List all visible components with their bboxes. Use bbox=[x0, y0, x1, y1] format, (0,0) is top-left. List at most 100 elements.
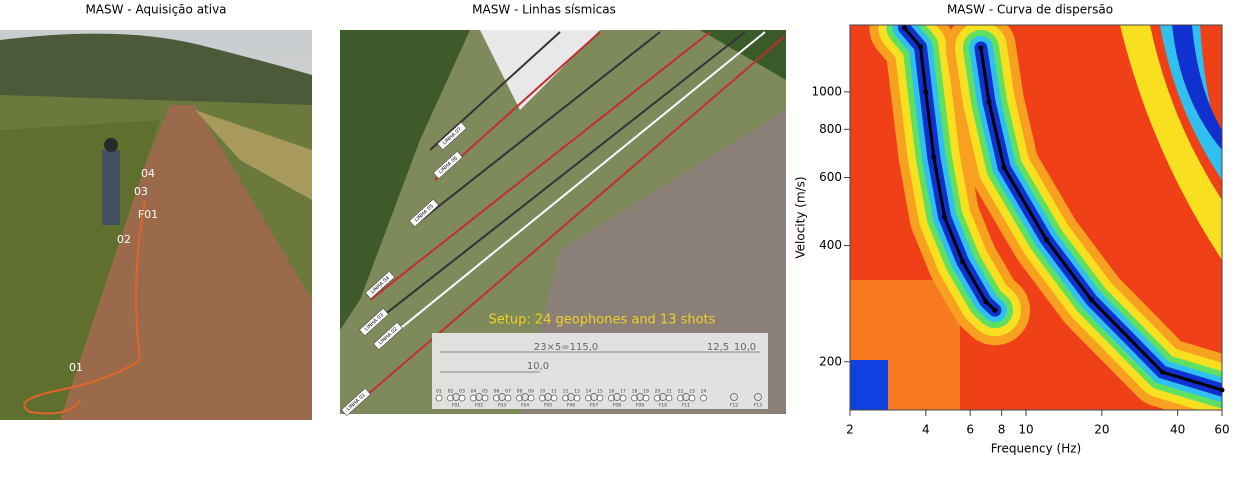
photo-label: 01 bbox=[69, 361, 83, 374]
geophone bbox=[573, 394, 581, 402]
geophone bbox=[516, 394, 523, 402]
geophone-label: 10 bbox=[540, 389, 546, 395]
contour-image bbox=[850, 25, 1222, 410]
curve-point bbox=[1159, 369, 1165, 375]
shot-label: F01 bbox=[452, 403, 460, 409]
geophone-label: 20 bbox=[655, 389, 661, 395]
setup-caption: Setup: 24 geophones and 13 shots bbox=[489, 313, 716, 328]
y-tick-label: 200 bbox=[819, 354, 842, 368]
label-box bbox=[433, 150, 463, 180]
label-box bbox=[437, 121, 467, 151]
curve-point bbox=[901, 25, 907, 31]
shot-label: F10 bbox=[659, 403, 667, 409]
geophone-label: 12 bbox=[563, 389, 569, 395]
curve-point bbox=[942, 214, 948, 220]
geophone-label: 22 bbox=[678, 389, 684, 395]
shot bbox=[613, 393, 621, 401]
photo-label: F01 bbox=[138, 208, 158, 221]
geophone bbox=[470, 394, 477, 402]
shot-label: F05 bbox=[544, 403, 552, 409]
geophone-label: 15 bbox=[597, 389, 603, 395]
geophone-label: 06 bbox=[494, 389, 500, 395]
x-tick-label: 2 bbox=[846, 423, 854, 437]
photo bbox=[0, 30, 312, 420]
dispersion-curve bbox=[903, 26, 997, 312]
curve-point bbox=[923, 89, 929, 95]
shot-label: F03 bbox=[498, 403, 506, 409]
shot-label: F02 bbox=[475, 403, 483, 409]
shot bbox=[452, 393, 460, 401]
shot bbox=[682, 393, 690, 401]
label-box bbox=[365, 270, 395, 300]
curve-point bbox=[1001, 165, 1007, 171]
curve-point bbox=[992, 307, 998, 313]
geophone-label: 02 bbox=[448, 389, 454, 395]
geophone bbox=[493, 394, 500, 402]
shot-label: F08 bbox=[613, 403, 621, 409]
geophone bbox=[527, 394, 535, 402]
curve-point bbox=[978, 45, 984, 51]
panel-title: MASW - Linhas sísmicas bbox=[472, 3, 616, 17]
geophone bbox=[631, 394, 638, 402]
x-tick-label: 20 bbox=[1094, 423, 1109, 437]
curve-point bbox=[1219, 387, 1225, 393]
x-tick-label: 6 bbox=[966, 423, 974, 437]
chart-title: MASW - Curva de dispersão bbox=[947, 3, 1113, 17]
x-tick-label: 4 bbox=[922, 423, 930, 437]
shot-label: F13 bbox=[754, 403, 762, 409]
label-box bbox=[409, 198, 439, 228]
shot bbox=[659, 393, 667, 401]
photo-label: 03 bbox=[134, 185, 148, 198]
x-axis-label: Frequency (Hz) bbox=[991, 442, 1082, 456]
x-tick-label: 10 bbox=[1018, 423, 1033, 437]
curve-point bbox=[917, 44, 923, 50]
shot bbox=[521, 393, 529, 401]
geophone-label: 18 bbox=[632, 389, 638, 395]
geophone bbox=[481, 394, 489, 402]
panel-title: MASW - Aquisição ativa bbox=[85, 3, 226, 17]
photo-label: 02 bbox=[117, 233, 131, 246]
shot bbox=[475, 393, 483, 401]
geophone bbox=[458, 394, 466, 402]
geophone-label: 17 bbox=[620, 389, 626, 395]
geophone-label: 01 bbox=[436, 389, 442, 395]
geophone bbox=[539, 394, 546, 402]
geophone-label: 08 bbox=[517, 389, 523, 395]
geophone-label: 23 bbox=[689, 389, 695, 395]
shot bbox=[636, 393, 644, 401]
geophone bbox=[435, 394, 443, 402]
geophone-label: 11 bbox=[551, 389, 557, 395]
geophone bbox=[550, 394, 558, 402]
shot bbox=[730, 393, 738, 401]
geophone-label: 16 bbox=[609, 389, 615, 395]
shot-label: F11 bbox=[682, 403, 690, 409]
geophone-label: 03 bbox=[459, 389, 465, 395]
plot-frame bbox=[849, 24, 1223, 411]
shot-label: F07 bbox=[590, 403, 598, 409]
dimension-label: 10,0 bbox=[527, 361, 549, 372]
geophone-label: 07 bbox=[505, 389, 511, 395]
dimension-label: 10,0 bbox=[734, 342, 756, 353]
shot bbox=[754, 393, 762, 401]
geophone-label: 19 bbox=[643, 389, 649, 395]
shot-label: F04 bbox=[521, 403, 529, 409]
geophone bbox=[608, 394, 615, 402]
x-tick-label: 8 bbox=[998, 423, 1006, 437]
geophone-label: 21 bbox=[666, 389, 672, 395]
shot-label: F12 bbox=[730, 403, 738, 409]
label-box bbox=[341, 387, 371, 417]
geophone-label: 04 bbox=[471, 389, 477, 395]
geophone bbox=[688, 394, 696, 402]
geophone bbox=[447, 394, 454, 402]
curve-point bbox=[931, 154, 937, 160]
shot-label: F09 bbox=[636, 403, 644, 409]
y-tick-label: 600 bbox=[819, 170, 842, 184]
aerial-image bbox=[340, 30, 786, 414]
geophone-label: 13 bbox=[574, 389, 580, 395]
curve-point bbox=[1043, 237, 1049, 243]
geophone-label: 05 bbox=[482, 389, 488, 395]
curve-point bbox=[1089, 297, 1095, 303]
label-box bbox=[359, 307, 389, 337]
